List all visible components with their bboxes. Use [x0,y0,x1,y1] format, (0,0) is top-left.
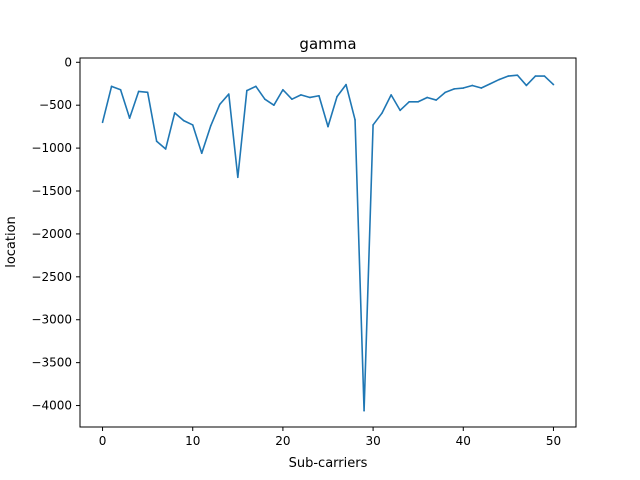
x-tick-label: 40 [456,434,471,448]
x-tick-label: 10 [185,434,200,448]
data-point [255,85,257,88]
data-point [264,98,266,100]
data-point [399,109,401,112]
data-point [363,409,365,412]
axis-ticks: 0 10 20 30 40 50 0 −500 −1000 −1500 −2000 −2500 −300… [31,55,561,448]
data-point [372,124,374,126]
x-tick-label: 30 [365,434,380,448]
y-tick-label: −2500 [31,270,72,284]
x-tick-label: 0 [99,434,107,448]
y-tick-label: −1000 [31,141,72,155]
data-point [435,99,438,101]
y-tick-label: −3000 [31,313,72,327]
data-point [552,83,555,86]
data-point [182,119,185,122]
data-point [101,121,104,124]
data-point [246,89,248,92]
y-tick-label: −4000 [31,399,72,413]
y-tick-label: −2000 [31,227,72,241]
data-point [291,98,293,100]
data-point [110,85,113,88]
data-point [534,75,537,77]
y-tick-label: −1500 [31,184,72,198]
data-point [381,112,383,114]
y-tick-label: 0 [64,55,72,69]
data-point [137,90,140,93]
data-point [282,88,284,91]
data-point [390,94,392,96]
y-tick-label: −3500 [31,356,72,370]
data-point [228,93,230,95]
y-axis-label: location [4,216,19,268]
data-point [164,148,167,150]
chart-title: gamma [299,35,356,53]
data-point [273,104,275,106]
data-point [173,112,176,114]
data-point [507,75,510,77]
data-point [128,117,131,119]
data-point [300,94,302,96]
x-tick-label: 20 [275,434,290,448]
data-point [525,84,528,87]
data-point [480,87,483,89]
data-point [155,140,158,143]
data-point [444,91,447,94]
y-tick-label: −500 [39,98,72,112]
data-point [408,100,410,103]
x-axis-label: Sub-carriers [289,456,368,471]
data-point [218,103,221,106]
data-point [237,176,239,179]
data-point [516,74,519,76]
data-point [119,88,122,91]
data-point [417,100,419,103]
data-point [453,88,456,90]
data-point [543,75,546,77]
data-point [336,95,338,98]
plot-area [79,57,577,428]
data-point [327,125,329,128]
series-line [101,74,555,412]
data-point [200,152,203,155]
data-point [498,78,501,81]
data-point [345,83,347,86]
data-point [209,124,212,127]
data-point [489,82,492,85]
data-point [309,96,311,99]
data-point [354,118,356,121]
x-tick-label: 50 [546,434,561,448]
data-point [462,87,465,89]
data-point [318,94,320,97]
data-point [471,84,474,87]
data-point [426,96,429,99]
series-layer [101,74,555,412]
data-point [191,124,194,126]
data-point [146,91,149,94]
